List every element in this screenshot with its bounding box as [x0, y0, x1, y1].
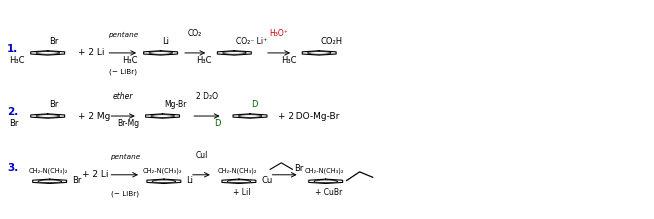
- Text: pentane: pentane: [108, 32, 138, 38]
- Text: + 2 Mg: + 2 Mg: [78, 111, 110, 120]
- Text: Br: Br: [49, 101, 58, 110]
- Text: + LiI: + LiI: [233, 188, 251, 197]
- Text: CH₂-N(CH₃)₂: CH₂-N(CH₃)₂: [143, 167, 182, 174]
- Text: pentane: pentane: [110, 154, 140, 160]
- Text: H₃C: H₃C: [122, 56, 138, 65]
- Text: + 2 DO-Mg-Br: + 2 DO-Mg-Br: [278, 111, 339, 120]
- Text: ether: ether: [112, 92, 133, 101]
- Text: H₃C: H₃C: [196, 56, 211, 65]
- Text: CH₂-N(CH₃)₂: CH₂-N(CH₃)₂: [218, 167, 258, 174]
- Text: Li: Li: [162, 37, 169, 46]
- Text: 2 D₂O: 2 D₂O: [196, 92, 218, 101]
- Text: CuI: CuI: [195, 150, 207, 160]
- Text: 3.: 3.: [7, 163, 18, 173]
- Text: H₃C: H₃C: [281, 56, 296, 65]
- Text: (− LiBr): (− LiBr): [111, 190, 139, 196]
- Text: (− LiBr): (− LiBr): [109, 68, 137, 75]
- Text: CO₂⁻ Li⁺: CO₂⁻ Li⁺: [235, 37, 267, 46]
- Text: D: D: [214, 119, 220, 128]
- Text: CH₂-N(CH₃)₂: CH₂-N(CH₃)₂: [29, 167, 68, 174]
- Text: Br: Br: [49, 37, 58, 46]
- Text: Li: Li: [186, 176, 193, 185]
- Text: Mg-Br: Mg-Br: [164, 101, 186, 110]
- Text: Br-Mg: Br-Mg: [118, 119, 140, 128]
- Text: D: D: [251, 101, 258, 110]
- Text: Br: Br: [9, 119, 18, 128]
- Text: 2.: 2.: [7, 107, 18, 117]
- Text: H₃C: H₃C: [9, 56, 25, 65]
- Text: H₃O⁺: H₃O⁺: [269, 29, 288, 38]
- Text: Br: Br: [294, 164, 303, 173]
- Text: 1.: 1.: [7, 44, 18, 54]
- Text: CO₂H: CO₂H: [320, 37, 343, 46]
- Text: CO₂: CO₂: [188, 29, 202, 38]
- Text: Br: Br: [72, 176, 81, 185]
- Text: CH₂-N(CH₃)₂: CH₂-N(CH₃)₂: [305, 167, 344, 174]
- Text: + 2 Li: + 2 Li: [78, 48, 104, 57]
- Text: + 2 Li: + 2 Li: [82, 170, 109, 179]
- Text: Cu: Cu: [261, 176, 272, 185]
- Text: + CuBr: + CuBr: [315, 188, 343, 197]
